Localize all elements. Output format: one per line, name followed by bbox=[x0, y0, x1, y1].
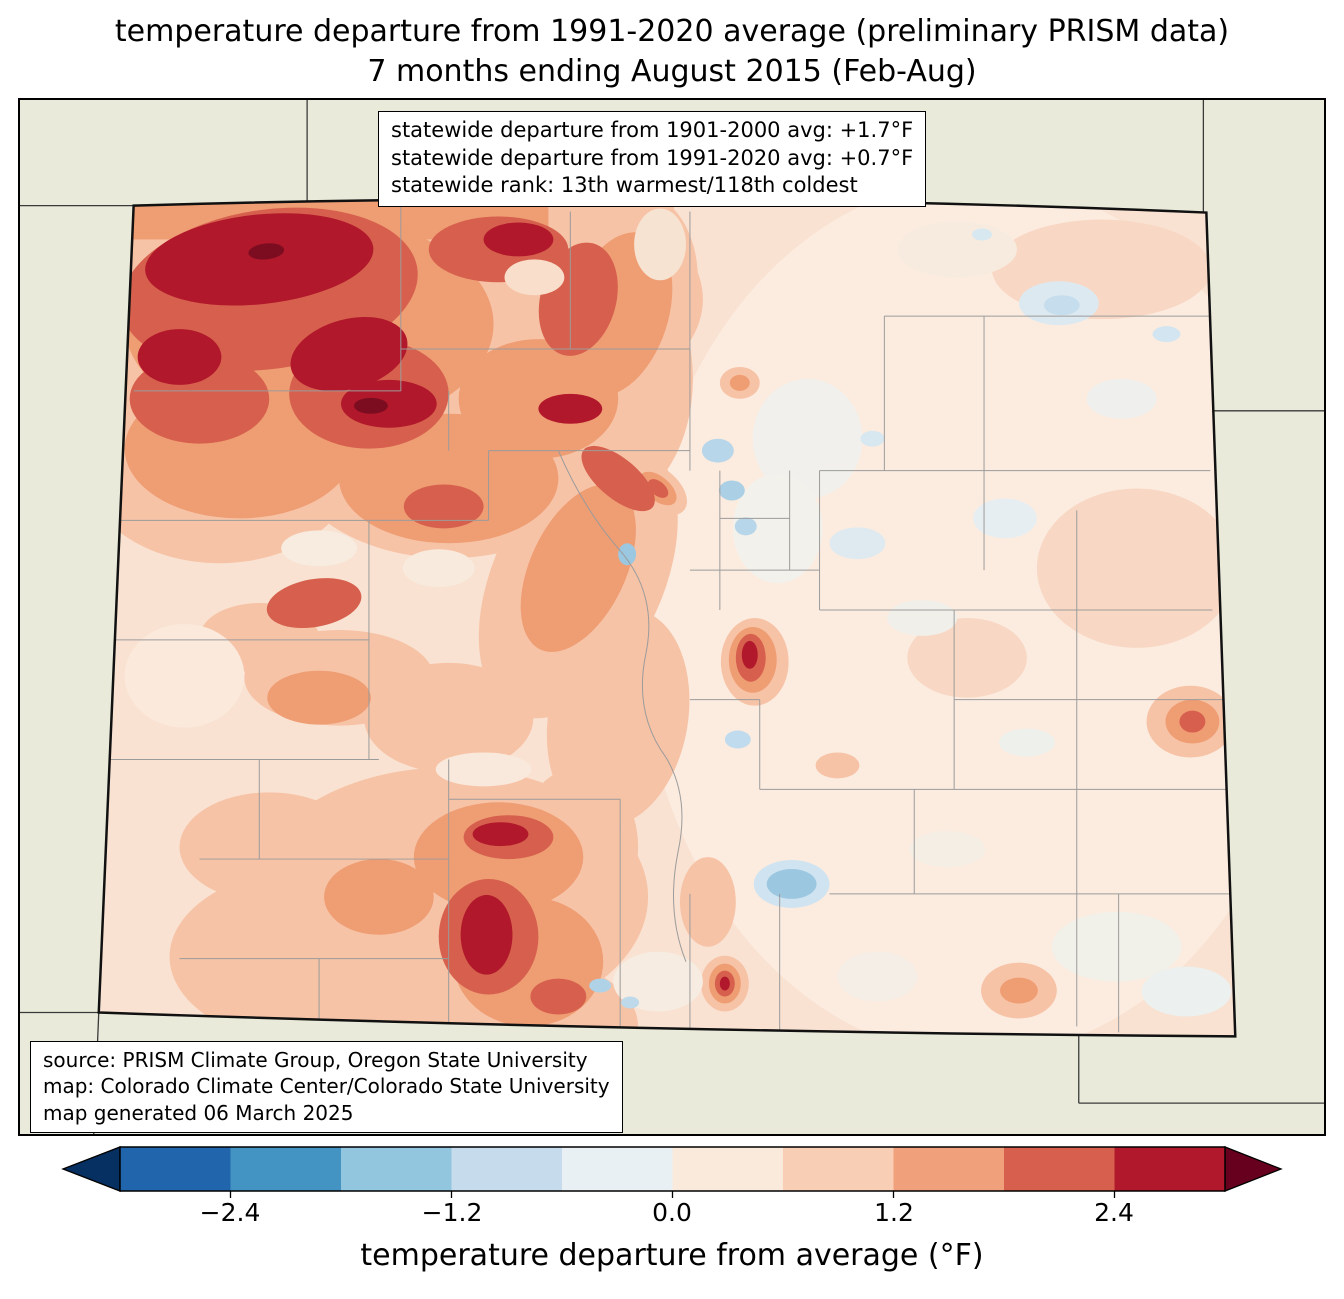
credits-line-2: map: Colorado Climate Center/Colorado St… bbox=[43, 1074, 610, 1099]
stats-line-1: statewide departure from 1901-2000 avg: … bbox=[391, 118, 914, 142]
neighbor-state-borders bbox=[20, 100, 1324, 1134]
credits-box: source: PRISM Climate Group, Oregon Stat… bbox=[30, 1041, 623, 1134]
colorado-anomaly-map bbox=[20, 100, 1324, 1134]
temperature-contours bbox=[98, 199, 1236, 1037]
statewide-stats-box: statewide departure from 1901-2000 avg: … bbox=[378, 111, 927, 208]
figure-title-line1: temperature departure from 1991-2020 ave… bbox=[114, 14, 1230, 49]
figure-title-line2: 7 months ending August 2015 (Feb-Aug) bbox=[367, 54, 977, 89]
stats-line-3: statewide rank: 13th warmest/118th colde… bbox=[391, 173, 858, 198]
contour-darkred bbox=[137, 213, 758, 991]
colorbar-tick-marks bbox=[229, 1191, 1116, 1198]
colorbar-tick-neg1p2: −1.2 bbox=[421, 1198, 483, 1227]
colorbar-over-arrow bbox=[1224, 1146, 1283, 1192]
colorbar-tick-2p4: 2.4 bbox=[1094, 1198, 1134, 1227]
county-boundaries bbox=[103, 206, 1236, 1033]
contour-deepest bbox=[248, 243, 388, 414]
colorbar-tick-0p0: 0.0 bbox=[652, 1198, 692, 1227]
colorbar-svg bbox=[61, 1146, 1283, 1198]
colorbar-under-arrow bbox=[61, 1146, 121, 1192]
contour-pale bbox=[124, 208, 1232, 1017]
colorbar-segments bbox=[120, 1147, 1225, 1191]
map-frame bbox=[18, 98, 1326, 1136]
colorbar-tick-neg2p4: −2.4 bbox=[199, 1198, 261, 1227]
credits-line-3: map generated 06 March 2025 bbox=[43, 1100, 354, 1125]
colorbar bbox=[45, 1142, 1299, 1202]
colorbar-tick-1p2: 1.2 bbox=[874, 1198, 914, 1227]
stats-line-2: statewide departure from 1991-2020 avg: … bbox=[391, 145, 914, 170]
colorbar-axis-label: temperature departure from average (°F) bbox=[360, 1238, 984, 1273]
credits-line-1: source: PRISM Climate Group, Oregon Stat… bbox=[43, 1048, 588, 1072]
contour-blue-spots bbox=[589, 228, 1181, 1009]
